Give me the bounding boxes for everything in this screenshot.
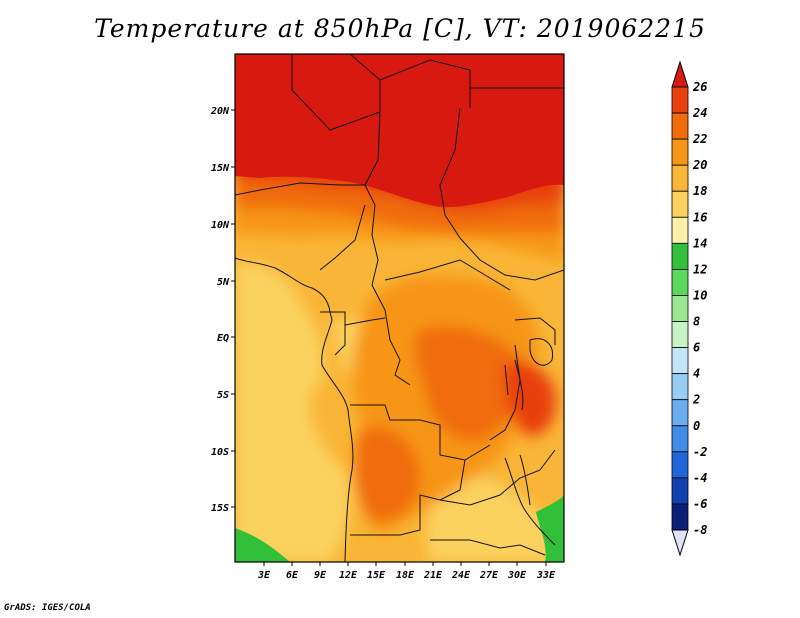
border-algeria-niger bbox=[291, 54, 381, 131]
colorbar-label: 2 bbox=[692, 393, 700, 407]
lon-label-33E: 33E bbox=[536, 570, 556, 581]
lon-label-24E: 24E bbox=[451, 570, 471, 581]
map-frame bbox=[234, 53, 565, 563]
colorbar-label: 16 bbox=[693, 210, 707, 224]
lon-label-27E: 27E bbox=[479, 570, 499, 581]
colorbar-box bbox=[671, 112, 689, 140]
lat-label-10N: 10N bbox=[211, 220, 230, 231]
border-zimbabwe bbox=[430, 539, 546, 556]
border-drc-angola bbox=[350, 404, 491, 461]
colorbar-label: 18 bbox=[693, 184, 707, 198]
colorbar-box bbox=[671, 425, 689, 453]
colorbar-label: 22 bbox=[692, 132, 707, 146]
field-22-24-angola bbox=[354, 427, 420, 521]
border-cameroon-chad bbox=[371, 204, 386, 311]
border-uganda bbox=[514, 317, 556, 345]
lat-tick-marks bbox=[231, 109, 235, 508]
colorbar-box bbox=[671, 503, 689, 531]
lon-label-21E: 21E bbox=[423, 570, 443, 581]
lat-label-EQ: EQ bbox=[217, 333, 229, 344]
border-niger-nigeria bbox=[235, 182, 365, 196]
colorbar-box bbox=[671, 269, 689, 296]
border-angola-zambia bbox=[350, 459, 466, 536]
lon-label-12E: 12E bbox=[339, 570, 358, 581]
border-niger-chad bbox=[364, 111, 381, 206]
colorbar-label: 10 bbox=[693, 288, 707, 302]
colorbar-box bbox=[671, 321, 689, 348]
field-24-26-lakes bbox=[503, 361, 556, 436]
grads-credit: GrADS: IGES/COLA bbox=[4, 603, 91, 613]
colorbar-label: 8 bbox=[693, 315, 700, 329]
lat-label-15N: 15N bbox=[211, 163, 230, 174]
colorbar-label: 0 bbox=[693, 419, 700, 433]
border-drc-east bbox=[489, 344, 521, 441]
border-congo-drc bbox=[384, 309, 411, 386]
colorbar-label: 4 bbox=[693, 367, 700, 381]
colorbar-box bbox=[671, 190, 689, 218]
lon-label-9E: 9E bbox=[314, 570, 327, 581]
border-gabon bbox=[334, 325, 346, 356]
border-chad-sudan bbox=[439, 107, 461, 239]
coastline bbox=[235, 257, 354, 562]
colorbar-label: 26 bbox=[692, 80, 707, 94]
colorbar-box bbox=[671, 216, 689, 244]
lon-label-30E: 30E bbox=[507, 570, 527, 581]
border-car-south bbox=[384, 259, 511, 291]
lake-victoria bbox=[529, 338, 554, 366]
colorbar-box bbox=[671, 451, 689, 479]
map-title: Temperature at 850hPa [C], VT: 201906221… bbox=[94, 14, 706, 43]
colorbar-box bbox=[671, 138, 689, 166]
colorbar-bottom-cap bbox=[671, 529, 689, 557]
field-12-14-sw bbox=[235, 528, 290, 562]
temperature-field bbox=[235, 54, 564, 562]
colorbar-label: 6 bbox=[693, 341, 700, 355]
lon-label-6E: 6E bbox=[286, 570, 299, 581]
colorbar-label: 24 bbox=[692, 106, 707, 120]
border-sudan-ssudan bbox=[459, 237, 564, 281]
lat-label-5S: 5S bbox=[217, 390, 229, 401]
field-16-18-west bbox=[235, 262, 350, 562]
colorbar-box bbox=[671, 373, 689, 401]
border-zambia-east bbox=[439, 449, 556, 506]
field-22-24-east bbox=[414, 326, 523, 441]
border-malawi bbox=[504, 457, 556, 546]
lon-label-15E: 15E bbox=[367, 570, 386, 581]
colorbar-box bbox=[671, 86, 689, 114]
colorbar-box bbox=[671, 477, 689, 505]
colorbar-label: -2 bbox=[693, 445, 707, 459]
colorbar-box bbox=[671, 242, 689, 270]
lon-tick-marks bbox=[263, 562, 547, 566]
lon-label-3E: 3E bbox=[257, 570, 271, 581]
colorbar-box bbox=[671, 164, 689, 192]
colorbar-label: -6 bbox=[693, 497, 707, 511]
border-libya bbox=[379, 59, 471, 108]
colorbar-label: -8 bbox=[693, 523, 707, 537]
colorbar-box bbox=[671, 295, 689, 322]
colorbar-box bbox=[671, 347, 689, 375]
colorbar-label: 20 bbox=[692, 158, 707, 172]
field-16-18-south bbox=[426, 470, 560, 562]
lat-label-5N: 5N bbox=[217, 277, 230, 288]
colorbar-box bbox=[671, 399, 689, 427]
field-12-14-se bbox=[536, 495, 564, 562]
colorbar-label: 14 bbox=[693, 236, 707, 250]
lake-tanganyika bbox=[504, 359, 524, 411]
lat-label-15S: 15S bbox=[211, 503, 229, 514]
colorbar-label: -4 bbox=[693, 471, 707, 485]
field-above-26 bbox=[235, 54, 564, 208]
boundaries bbox=[235, 54, 564, 562]
lon-label-18E: 18E bbox=[396, 570, 415, 581]
lat-label-20N: 20N bbox=[210, 106, 230, 117]
colorbar-top-cap bbox=[671, 60, 689, 88]
lake-malawi bbox=[519, 454, 531, 506]
border-nigeria-cameroon bbox=[319, 204, 366, 271]
colorbar-label: 12 bbox=[693, 262, 707, 276]
lat-label-10S: 10S bbox=[211, 447, 229, 458]
